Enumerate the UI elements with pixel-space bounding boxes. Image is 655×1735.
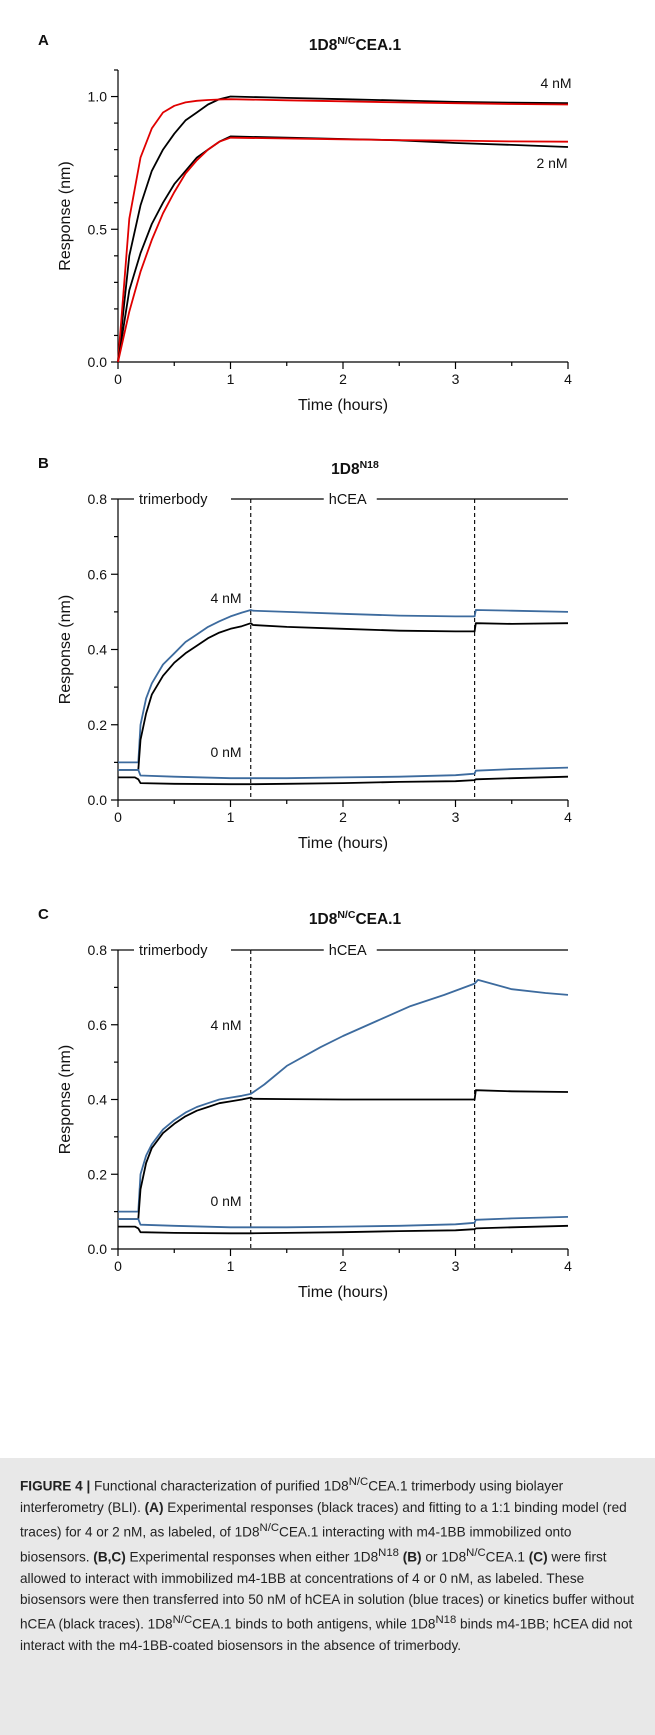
caption-superscript: N/C: [172, 1614, 193, 1627]
series-line: [118, 766, 569, 780]
x-tick-label: 0: [114, 371, 122, 387]
caption-text: CEA.1 trimerbody using biolayer interfer…: [20, 1478, 564, 1515]
y-tick-label: 0.2: [88, 717, 108, 733]
y-tick-label: 0.4: [88, 1092, 108, 1108]
x-tick-label: 3: [452, 809, 460, 825]
panel-letter: A: [38, 32, 49, 49]
series-line: [117, 135, 569, 363]
series-line: [118, 622, 569, 771]
y-tick-label: 0.0: [88, 1241, 108, 1257]
series-line: [118, 1224, 569, 1235]
series-line: [118, 775, 569, 786]
phase-label-trimerbody: trimerbody: [139, 943, 208, 959]
caption-background: [0, 1458, 655, 1735]
x-tick-label: 2: [339, 809, 347, 825]
y-tick-label: 0.6: [88, 1017, 108, 1033]
chart-title: 1D8N/CCEA.1: [309, 909, 402, 928]
x-tick-label: 1: [227, 1258, 235, 1274]
series-line: [118, 1089, 569, 1220]
caption-text: CEA.1 interacting with m4-1BB immobilize…: [20, 1524, 572, 1565]
y-tick-label: 0.8: [88, 491, 108, 507]
series-line: [117, 98, 569, 363]
chart-title: 1D8N18: [331, 459, 379, 478]
caption-superscript: N/C: [466, 1546, 486, 1559]
chart-panel-b: B 1D8N18 0 1 2 3 4 0.0 0.2 0.4 0.6 0.8 Time (hours) R…: [38, 455, 572, 852]
caption-text: Experimental responses (black traces) an…: [20, 1499, 627, 1540]
caption-text: Experimental responses when either 1D8: [125, 1549, 379, 1565]
y-tick-label: 0.8: [88, 942, 108, 958]
caption-text: CEA.1: [485, 1549, 525, 1565]
caption-superscript: N18: [378, 1546, 399, 1559]
series-line: [118, 979, 569, 1213]
caption-text: CEA.1 binds to both antigens, while 1D8: [192, 1616, 436, 1632]
y-tick-label: 0.4: [88, 642, 108, 658]
x-axis-label: Time (hours): [298, 1284, 388, 1301]
x-tick-label: 4: [564, 1258, 572, 1274]
caption-superscript: N18: [435, 1614, 457, 1627]
concentration-label: 0 nM: [210, 744, 241, 760]
caption-panel-label: (A): [144, 1499, 164, 1515]
y-tick-label: 0.0: [88, 792, 108, 808]
concentration-label: 4 nM: [210, 590, 241, 606]
caption-panel-label: (B,C): [93, 1549, 126, 1565]
caption-text: were first allowed to interact with immo…: [20, 1549, 635, 1632]
x-tick-label: 0: [114, 1258, 122, 1274]
x-tick-label: 3: [452, 1258, 460, 1274]
y-axis-label: Response (nm): [57, 161, 74, 270]
chart-panel-c: C 1D8N/CCEA.1 0 1 2 3 4 0.0 0.2 0.4 0.6 0.8 Time (ho…: [38, 906, 572, 1301]
caption-superscript: N/C: [259, 1522, 280, 1535]
y-tick-label: 1.0: [88, 89, 108, 105]
caption-text: or 1D8: [421, 1549, 467, 1565]
figure-caption: FIGURE 4 | Functional characterization o…: [20, 1472, 640, 1657]
caption-panel-label: (B): [398, 1549, 422, 1565]
caption-superscript: N/C: [348, 1476, 369, 1488]
x-tick-label: 3: [452, 371, 460, 387]
concentration-label: 0 nM: [210, 1193, 241, 1209]
phase-label-hcea: hCEA: [329, 492, 367, 508]
concentration-label: 2 nM: [536, 155, 567, 171]
chart-title: 1D8N/CCEA.1: [309, 35, 402, 54]
caption-text: binds m4-1BB; hCEA did not interact with…: [20, 1616, 633, 1654]
phase-label-hcea: hCEA: [329, 943, 367, 959]
x-tick-label: 4: [564, 809, 572, 825]
y-tick-label: 0.6: [88, 566, 108, 582]
x-tick-label: 1: [227, 371, 235, 387]
caption-figure-label: FIGURE 4 |: [20, 1478, 91, 1494]
x-tick-label: 2: [339, 1258, 347, 1274]
concentration-label: 4 nM: [210, 1017, 241, 1033]
y-axis-label: Response (nm): [57, 595, 74, 704]
y-tick-label: 0.0: [88, 354, 108, 370]
x-tick-label: 4: [564, 371, 572, 387]
series-line: [117, 95, 569, 363]
y-tick-label: 0.2: [88, 1166, 108, 1182]
series-line: [117, 136, 569, 363]
caption-text: Functional characterization of purified …: [90, 1478, 349, 1494]
panel-letter: B: [38, 455, 49, 472]
y-tick-label: 0.5: [88, 221, 108, 237]
x-axis-label: Time (hours): [298, 397, 388, 414]
series-line: [118, 1216, 569, 1229]
series-line: [118, 609, 569, 764]
concentration-label: 4 nM: [540, 75, 571, 91]
panel-letter: C: [38, 906, 49, 923]
figure-canvas: A 1D8N/CCEA.1 0 1 2 3 4 0.0 0.5 1.0 Time (hours) Re…: [38, 32, 572, 1301]
x-tick-label: 0: [114, 809, 122, 825]
phase-label-trimerbody: trimerbody: [139, 492, 208, 508]
x-axis-label: Time (hours): [298, 835, 388, 852]
y-axis-label: Response (nm): [57, 1045, 74, 1154]
chart-panel-a: A 1D8N/CCEA.1 0 1 2 3 4 0.0 0.5 1.0 Time (hours) Re…: [38, 32, 572, 414]
caption-panel-label: (C): [524, 1549, 548, 1565]
x-tick-label: 1: [227, 809, 235, 825]
x-tick-label: 2: [339, 371, 347, 387]
